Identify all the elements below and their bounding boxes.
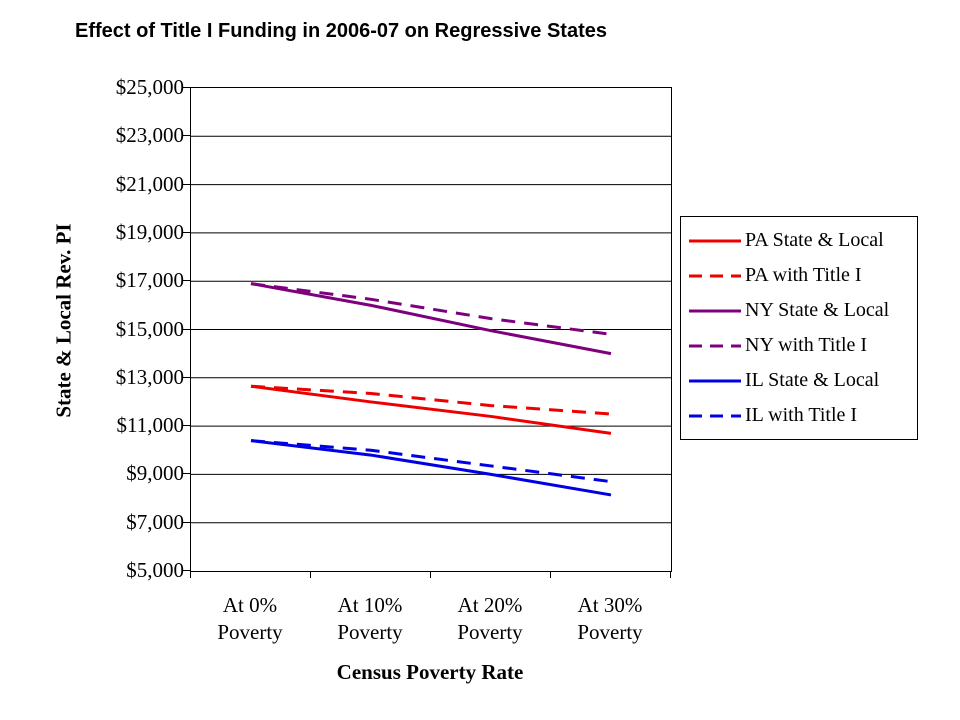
chart-title: Effect of Title I Funding in 2006-07 on … [75, 20, 607, 42]
y-axis-tick-label: $17,000 [115, 268, 184, 293]
y-axis-tick-label: $7,000 [126, 509, 184, 534]
legend-label: PA with Title I [745, 264, 862, 286]
y-axis-tick-label: $19,000 [115, 219, 184, 244]
x-axis-tick-mark [190, 571, 191, 578]
legend-entry: NY State & Local [681, 293, 917, 328]
legend-line-sample [689, 414, 741, 417]
y-axis-tick-mark [182, 183, 190, 185]
y-axis-tick-mark [182, 231, 190, 233]
legend-label: NY State & Local [745, 299, 890, 321]
y-axis-tick-mark [182, 376, 190, 378]
y-axis-tick-mark [182, 521, 190, 523]
y-axis-tick-label: $5,000 [126, 558, 184, 582]
legend-entry: PA State & Local [681, 223, 917, 258]
legend-line-sample [689, 344, 741, 347]
legend-line-sample [689, 379, 741, 382]
legend-label: NY with Title I [745, 334, 868, 356]
x-axis-tick-label: At 30% Poverty [577, 593, 643, 644]
x-axis-title: Census Poverty Rate [336, 660, 524, 684]
plot-area [190, 87, 672, 572]
legend-entry: IL with Title I [681, 398, 917, 433]
series-line-ny-state-local [250, 282, 612, 356]
legend-label: IL with Title I [745, 404, 858, 426]
y-axis-tick-label: $13,000 [115, 364, 184, 389]
legend-entry: NY with Title I [681, 328, 917, 363]
x-axis-tick-label: At 0% Poverty [217, 593, 283, 644]
legend-entry: PA with Title I [681, 258, 917, 293]
series-line-pa-with-title-i [250, 384, 612, 416]
legend: PA State & Local PA with Title I NY State … [680, 216, 918, 440]
legend-label: PA State & Local [745, 229, 884, 251]
x-axis-tick-mark [430, 571, 431, 578]
legend-line-sample [689, 274, 741, 277]
y-axis-tick-label: $15,000 [115, 316, 184, 341]
y-axis-tick-mark [182, 328, 190, 330]
y-axis-tick-label: $23,000 [115, 123, 184, 148]
y-axis-tick-label: $11,000 [116, 413, 184, 438]
y-axis-tick-mark [182, 473, 190, 475]
x-axis-tick-mark [550, 571, 551, 578]
x-axis-tick-label: At 20% Poverty [457, 593, 523, 644]
y-axis-tick-mark [182, 570, 190, 571]
y-axis-tick-label: $21,000 [115, 171, 184, 196]
x-axis-tick-mark [670, 571, 671, 578]
x-axis-tick-label: At 10% Poverty [337, 593, 403, 644]
series-line-ny-with-title-i [250, 282, 612, 336]
y-axis-tick-mark [182, 135, 190, 137]
y-axis-tick-label: $25,000 [115, 75, 184, 99]
y-axis-tick-mark [182, 425, 190, 427]
plot-svg [191, 135, 671, 524]
series-line-il-with-title-i [250, 439, 612, 484]
y-axis-tick-mark [182, 87, 190, 88]
x-axis-tick-mark [310, 571, 311, 578]
y-axis-tick-label: $9,000 [126, 461, 184, 486]
legend-entry: IL State & Local [681, 363, 917, 398]
series-line-il-state-local [250, 439, 612, 497]
legend-line-sample [689, 239, 741, 242]
legend-label: IL State & Local [745, 369, 880, 391]
series-line-pa-state-local [250, 384, 612, 435]
y-axis-tick-mark [182, 280, 190, 282]
legend-line-sample [689, 309, 741, 312]
